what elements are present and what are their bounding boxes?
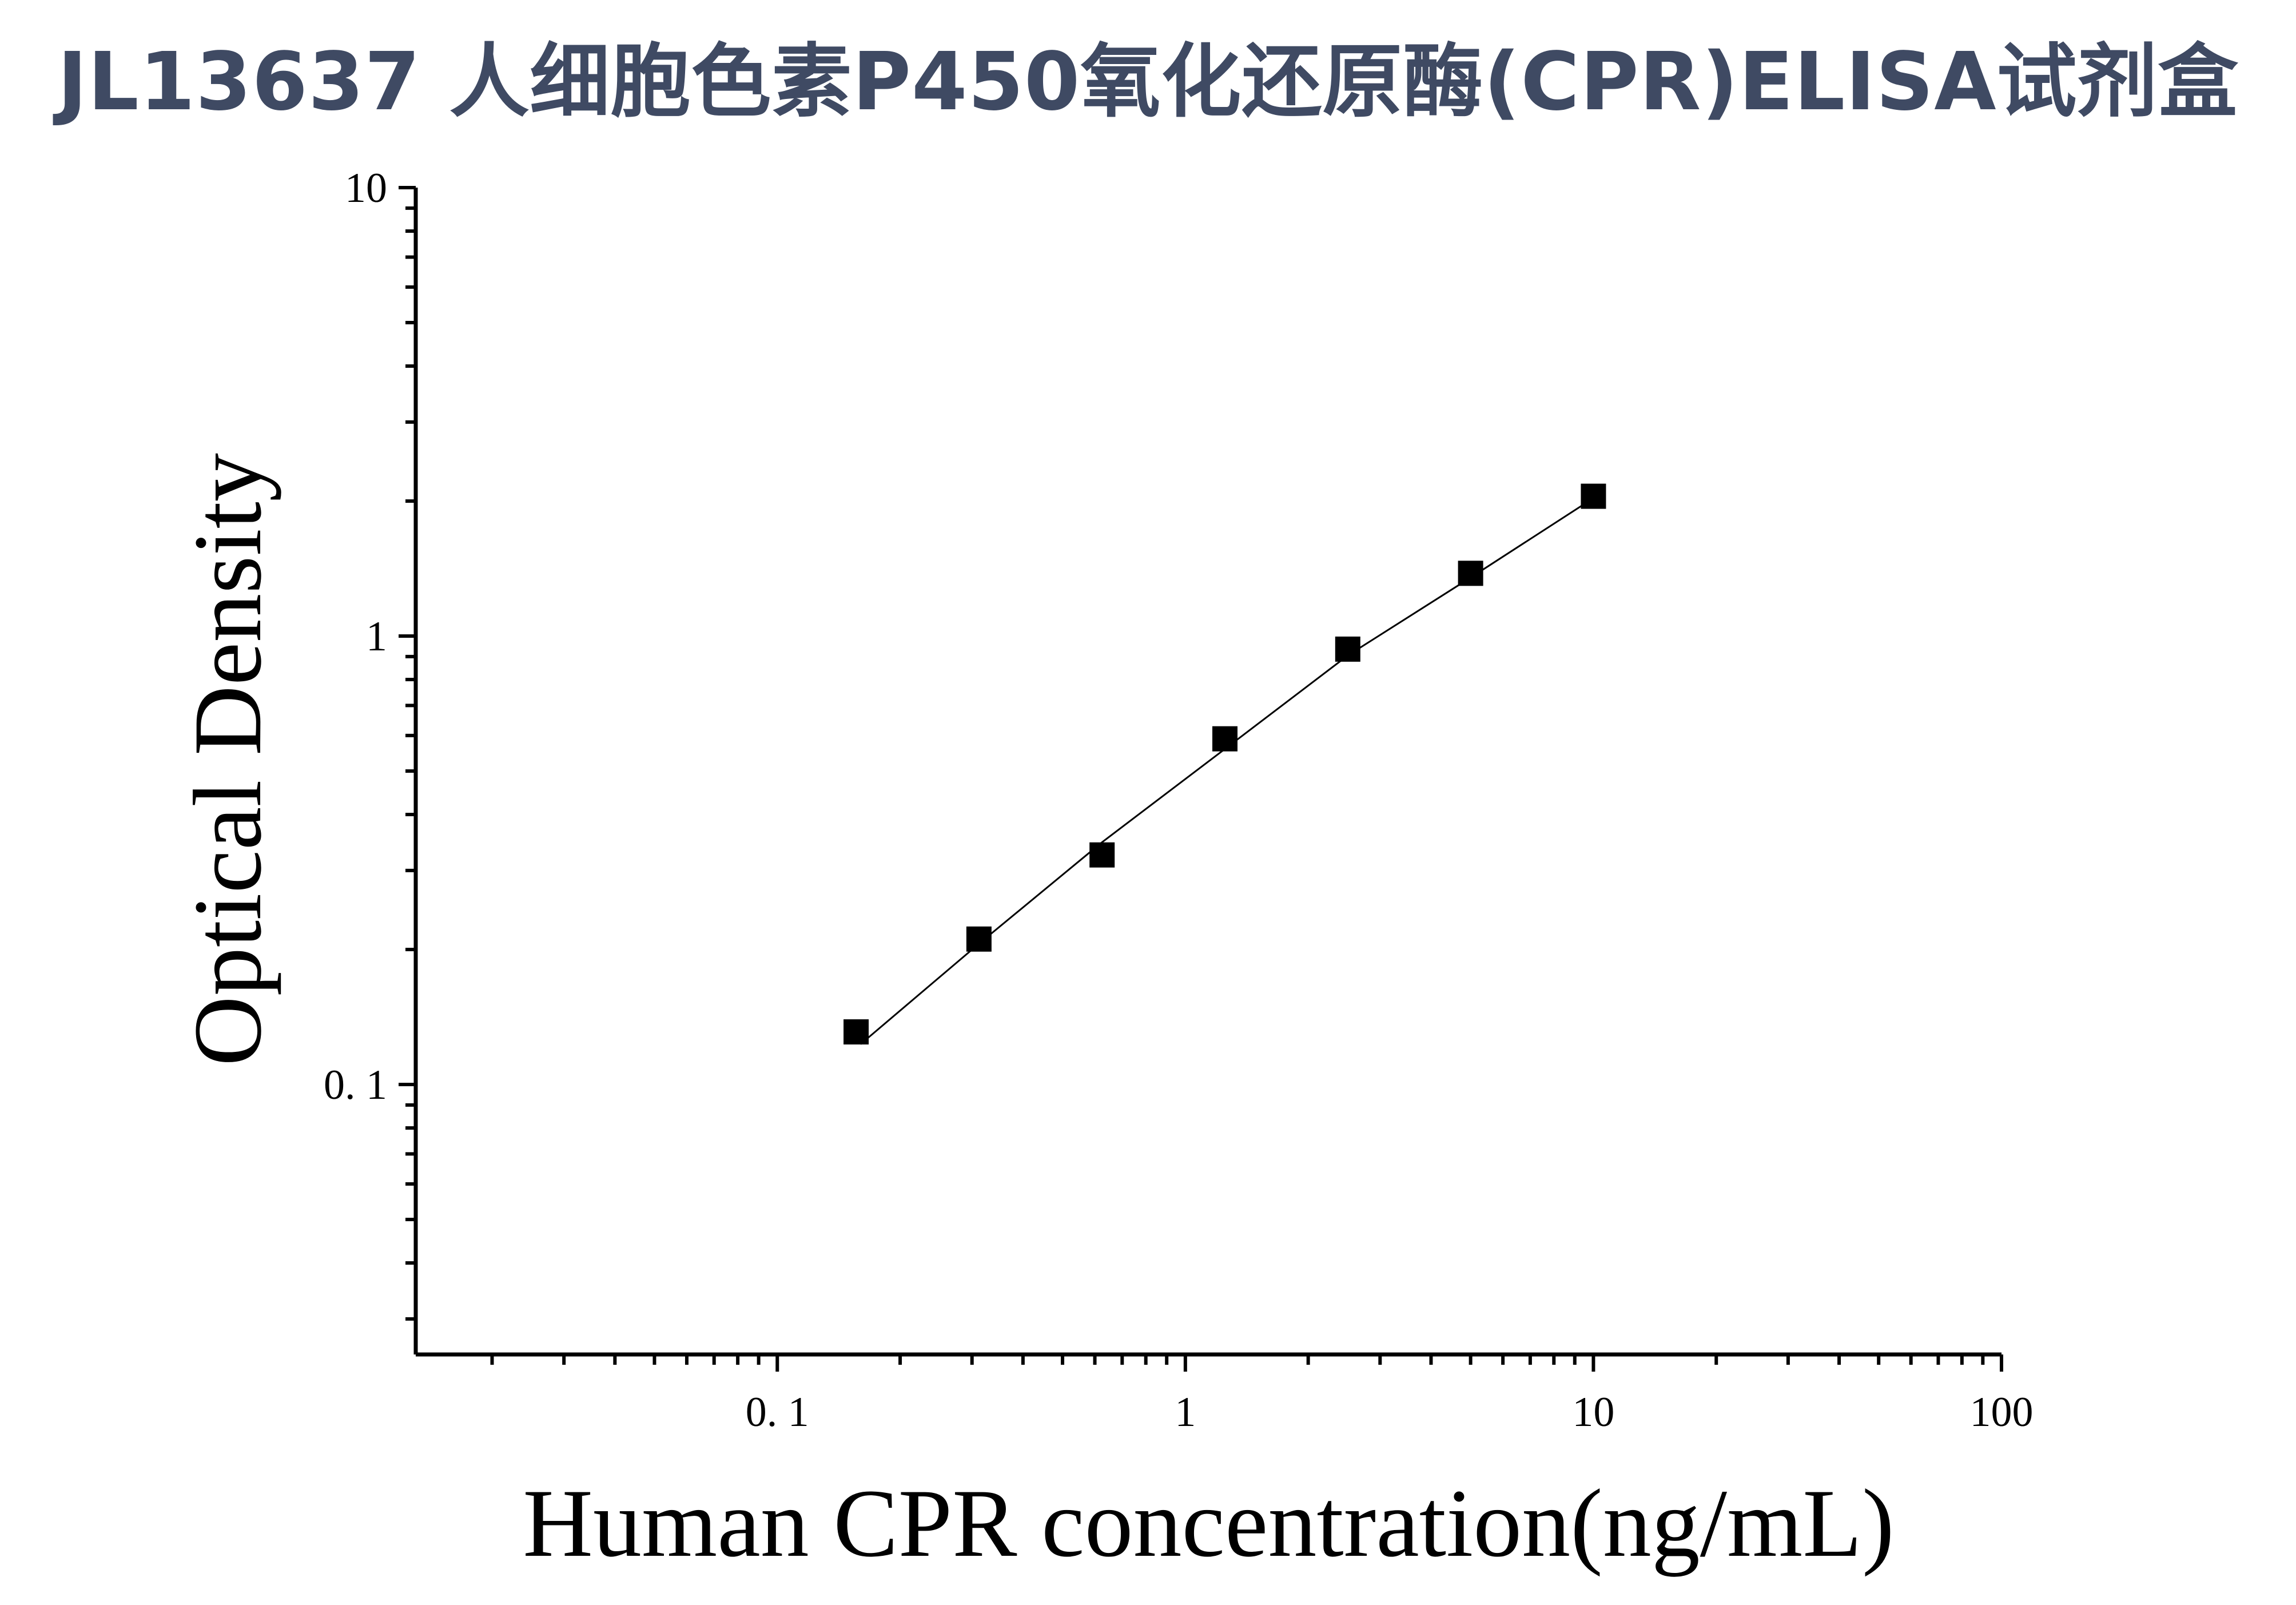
y-tick-label: 10 [345, 165, 387, 212]
axes: 0. 1 1 10 100 0. 1 1 10 [324, 165, 2034, 1436]
fit-line [859, 497, 1594, 1045]
x-axis-label: Human CPR concentration(ng/mL) [523, 1469, 1894, 1577]
data-point [966, 926, 992, 952]
x-tick-label: 1 [1175, 1389, 1196, 1436]
data-point [1212, 726, 1237, 752]
y-tick-label: 0. 1 [324, 1062, 387, 1109]
data-point [1458, 561, 1483, 586]
chart-title: JL13637 人细胞色素P450氧化还原酶(CPR)ELISA试剂盒 [57, 35, 2239, 129]
data-markers [843, 483, 1606, 1045]
x-tick-label: 100 [1970, 1389, 2034, 1436]
x-tick-label: 0. 1 [746, 1389, 809, 1436]
y-axis-label: Optical Density [174, 453, 281, 1066]
data-point [1335, 636, 1360, 662]
fit-line-layer [859, 497, 1594, 1045]
y-tick-label: 1 [366, 613, 387, 660]
data-point [1581, 483, 1606, 509]
data-point [843, 1019, 869, 1045]
x-tick-label: 10 [1572, 1389, 1614, 1436]
data-point [1089, 842, 1115, 868]
